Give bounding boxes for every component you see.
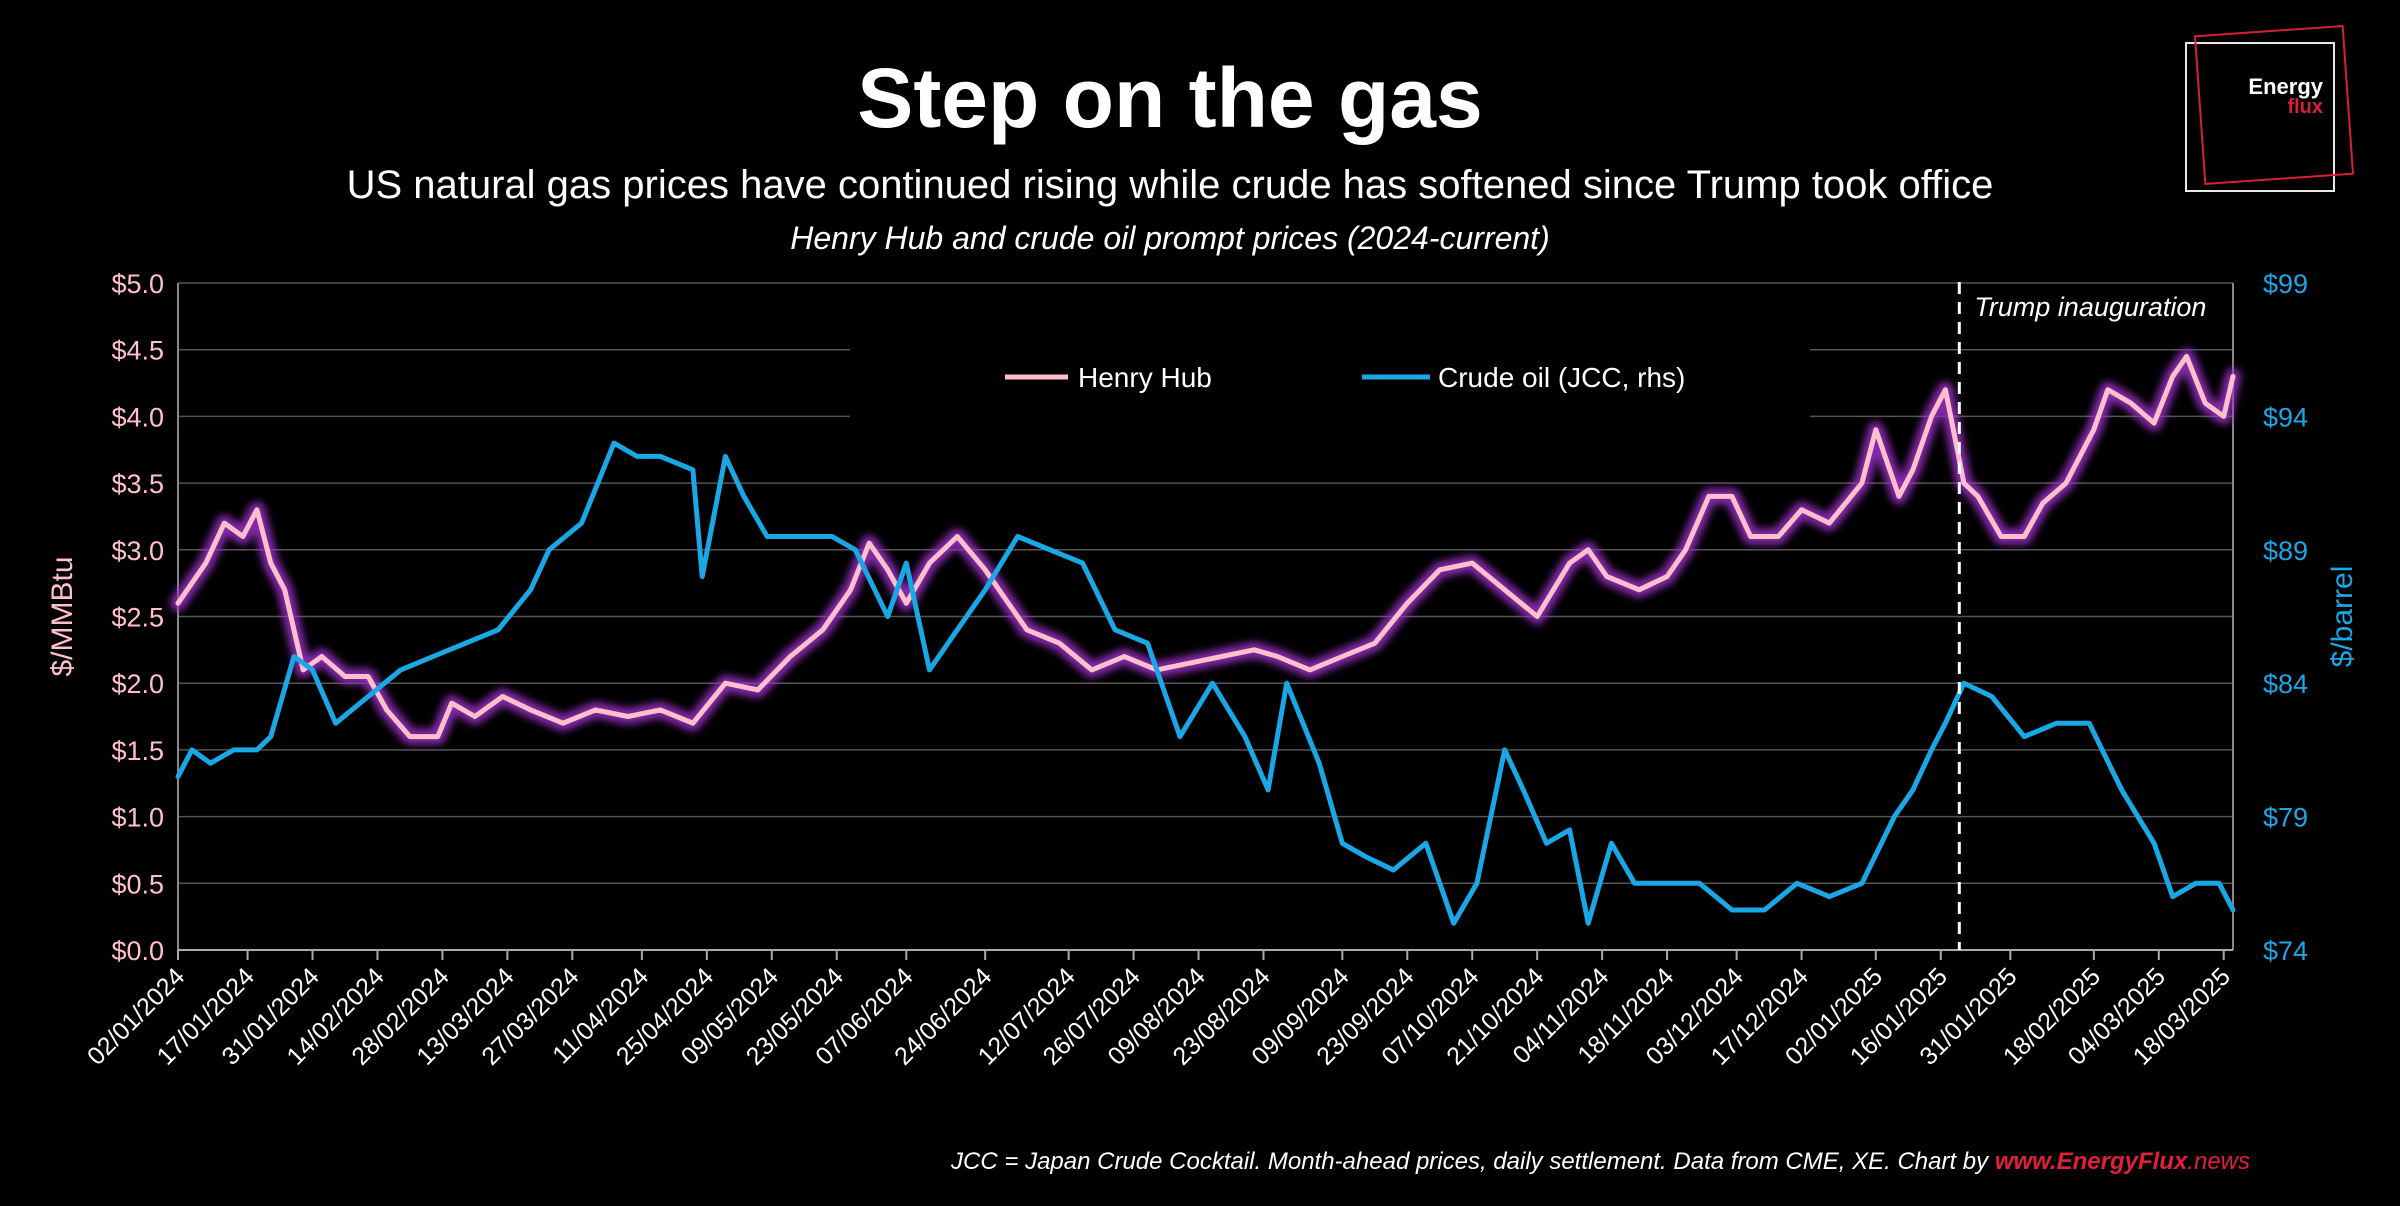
legend: Henry Hub Crude oil (JCC, rhs) [850, 340, 1810, 420]
logo-word-flux: flux [2287, 96, 2323, 118]
chart-title: Step on the gas [857, 51, 1483, 145]
henry-hub-line [175, 353, 2236, 740]
y-axis-title: $/MMBtu [46, 556, 79, 676]
y-tick-label: $2.5 [111, 603, 164, 633]
energyflux-logo: Energy flux [2185, 24, 2355, 192]
footer-link[interactable]: www.EnergyFlux [1994, 1148, 2188, 1175]
annotation-layer: Trump inauguration [1957, 282, 2206, 950]
footer-note: JCC = Japan Crude Cocktail. Month-ahead … [951, 1148, 2250, 1176]
series-lines [170, 348, 2241, 926]
logo-word-energy: Energy [2248, 74, 2323, 99]
crude-oil-line [175, 440, 2236, 926]
y2-tick-label: $84 [2263, 669, 2308, 699]
y-tick-label: $4.5 [111, 336, 164, 366]
footer-link-suffix[interactable]: .news [2187, 1148, 2250, 1175]
y-tick-label: $5.0 [111, 269, 164, 299]
legend-crude-label: Crude oil (JCC, rhs) [1438, 362, 1685, 393]
y2-tick-label: $94 [2263, 402, 2308, 432]
inauguration-label: Trump inauguration [1974, 292, 2206, 322]
y2-axis-title: $/barrel [2326, 566, 2359, 668]
y-tick-label: $4.0 [111, 402, 164, 432]
y2-tick-label: $99 [2263, 269, 2308, 299]
y-tick-label: $3.5 [111, 469, 164, 499]
y-tick-label: $3.0 [111, 536, 164, 566]
y2-tick-label: $79 [2263, 803, 2308, 833]
y2-tick-label: $74 [2263, 936, 2308, 966]
chart-subtitle-italic: Henry Hub and crude oil prompt prices (2… [790, 220, 1550, 256]
y2-tick-label: $89 [2263, 536, 2308, 566]
logo-frame-white [2185, 42, 2335, 192]
legend-henry-hub-label: Henry Hub [1078, 362, 1212, 393]
footer-source-text: JCC = Japan Crude Cocktail. Month-ahead … [951, 1148, 1995, 1175]
y-tick-label: $2.0 [111, 669, 164, 699]
chart-subtitle: US natural gas prices have continued ris… [346, 163, 1994, 207]
y-tick-label: $1.0 [111, 803, 164, 833]
y-tick-label: $0.5 [111, 869, 164, 899]
y-tick-label: $1.5 [111, 736, 164, 766]
y-tick-label: $0.0 [111, 936, 164, 966]
